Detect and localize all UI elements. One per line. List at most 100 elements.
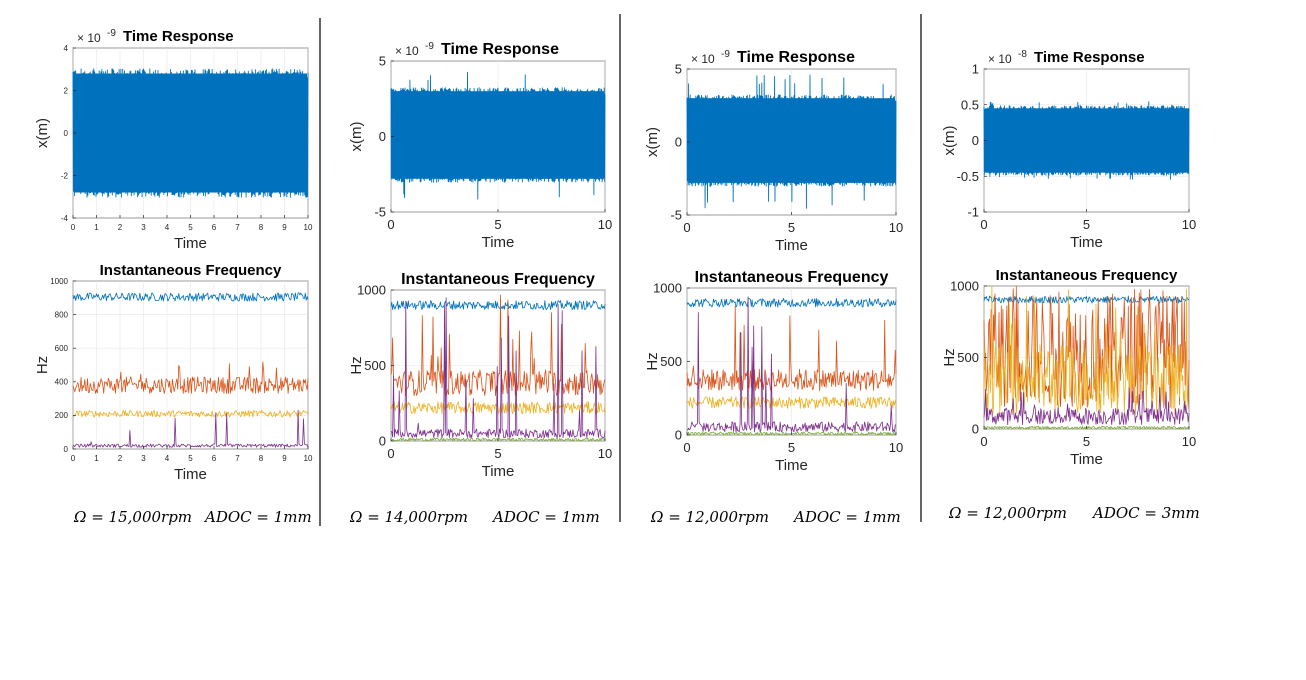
y-tick-label: 0.5 <box>961 97 979 112</box>
exponent-value: -9 <box>721 49 730 60</box>
caption-adoc-1: 𝐴𝐷𝑂𝐶 = 1𝑚𝑚 <box>203 508 312 526</box>
y-tick-label: 200 <box>55 411 69 420</box>
y-tick-label: -1 <box>967 205 979 220</box>
y-tick-label: 1000 <box>50 277 68 286</box>
y-axis-label: Hz <box>644 352 661 370</box>
y-tick-label: 5 <box>675 62 682 77</box>
y-tick-label: 800 <box>55 310 69 319</box>
x-tick-label: 6 <box>212 454 217 463</box>
caption-omega-1: Ω = 15,000𝑟𝑝𝑚 <box>73 508 192 526</box>
caption-adoc-3: 𝐴𝐷𝑂𝐶 = 1𝑚𝑚 <box>792 508 901 526</box>
x-tick-label: 10 <box>889 440 903 455</box>
y-tick-label: -4 <box>61 214 69 223</box>
x-tick-label: 3 <box>141 454 146 463</box>
y-tick-label: 500 <box>957 350 979 365</box>
chart-title: Time Response <box>123 28 234 45</box>
y-tick-label: 5 <box>379 54 386 69</box>
caption-omega-2: Ω = 14,000𝑟𝑝𝑚 <box>349 508 468 526</box>
chart-title: Time Response <box>441 41 559 58</box>
x-tick-label: 10 <box>1182 217 1196 232</box>
x-tick-label: 5 <box>788 440 795 455</box>
x-tick-label: 9 <box>282 223 287 232</box>
x-tick-label: 6 <box>212 223 217 232</box>
chart-title: Instantaneous Frequency <box>100 262 282 279</box>
x-tick-label: 0 <box>387 217 394 232</box>
x-tick-label: 1 <box>94 454 99 463</box>
y-axis-label: x(m) <box>941 126 958 156</box>
series-line <box>73 69 308 197</box>
x-tick-label: 10 <box>889 220 903 235</box>
x-tick-label: 10 <box>598 217 612 232</box>
exponent-value: -9 <box>425 41 434 52</box>
y-tick-label: 4 <box>64 44 69 53</box>
chart-title: Time Response <box>1034 49 1145 66</box>
y-tick-label: 2 <box>64 86 69 95</box>
y-tick-label: -0.5 <box>957 169 979 184</box>
y-tick-label: 0 <box>675 428 682 443</box>
y-tick-label: 0 <box>972 133 979 148</box>
exponent-value: -8 <box>1018 49 1027 60</box>
chart-panel-1: 0 1 2 3 4 5 6 7 8 9 10 4 2 0 -2 -4 Time x(m) × 10 -9 Time Re… <box>34 28 313 252</box>
x-axis-label: Time <box>482 234 515 251</box>
y-tick-label: -5 <box>670 208 682 223</box>
y-tick-label: 0 <box>379 129 386 144</box>
x-axis-label: Time <box>775 237 808 254</box>
series-line <box>984 102 1189 180</box>
x-tick-label: 10 <box>598 446 612 461</box>
x-axis-label: Time <box>1070 451 1103 468</box>
y-tick-label: 600 <box>55 344 69 353</box>
y-axis-label: Hz <box>34 356 51 374</box>
x-tick-label: 5 <box>188 223 193 232</box>
x-axis-label: Time <box>775 457 808 474</box>
y-tick-label: 0 <box>379 434 386 449</box>
x-tick-label: 0 <box>683 440 690 455</box>
exponent-label: × 10 <box>691 52 715 66</box>
x-tick-label: 5 <box>494 446 501 461</box>
y-axis-label: Hz <box>348 356 365 374</box>
x-tick-label: 7 <box>235 223 240 232</box>
x-tick-label: 8 <box>259 223 264 232</box>
x-axis-label: Time <box>174 466 207 483</box>
x-tick-label: 10 <box>304 454 313 463</box>
chart-title: Instantaneous Frequency <box>695 269 889 286</box>
y-tick-label: 0 <box>972 422 979 437</box>
x-axis-label: Time <box>1070 234 1103 251</box>
exponent-label: × 10 <box>77 31 101 45</box>
x-tick-label: 1 <box>94 223 99 232</box>
x-tick-label: 5 <box>494 217 501 232</box>
x-tick-label: 5 <box>1083 434 1090 449</box>
x-tick-label: 4 <box>165 454 170 463</box>
exponent-value: -9 <box>107 28 116 39</box>
chart-title: Time Response <box>737 49 855 66</box>
exponent-label: × 10 <box>988 52 1012 66</box>
y-tick-label: 1000 <box>653 281 682 296</box>
chart-title: Instantaneous Frequency <box>401 271 595 288</box>
x-axis-label: Time <box>174 235 207 252</box>
x-tick-label: 0 <box>71 223 76 232</box>
y-axis-label: x(m) <box>348 122 365 152</box>
x-tick-label: 8 <box>259 454 264 463</box>
y-axis-label: Hz <box>941 348 958 366</box>
y-tick-label: 0 <box>64 129 69 138</box>
x-tick-label: 2 <box>118 454 123 463</box>
y-tick-label: 500 <box>364 358 386 373</box>
caption-adoc-4: 𝐴𝐷𝑂𝐶 = 3𝑚𝑚 <box>1091 504 1200 522</box>
x-tick-label: 7 <box>235 454 240 463</box>
y-tick-label: 1 <box>972 62 979 77</box>
x-tick-label: 0 <box>683 220 690 235</box>
y-axis-label: x(m) <box>34 118 51 148</box>
y-axis-label: x(m) <box>644 127 661 157</box>
y-tick-label: 0 <box>64 445 69 454</box>
x-tick-label: 3 <box>141 223 146 232</box>
x-tick-label: 10 <box>304 223 313 232</box>
y-tick-label: -2 <box>61 171 69 180</box>
x-tick-label: 5 <box>188 454 193 463</box>
x-tick-label: 0 <box>980 217 987 232</box>
x-tick-label: 2 <box>118 223 123 232</box>
chart-title: Instantaneous Frequency <box>996 267 1178 284</box>
x-tick-label: 5 <box>788 220 795 235</box>
caption-omega-3: Ω = 12,000𝑟𝑝𝑚 <box>650 508 769 526</box>
x-tick-label: 0 <box>387 446 394 461</box>
x-tick-label: 0 <box>71 454 76 463</box>
